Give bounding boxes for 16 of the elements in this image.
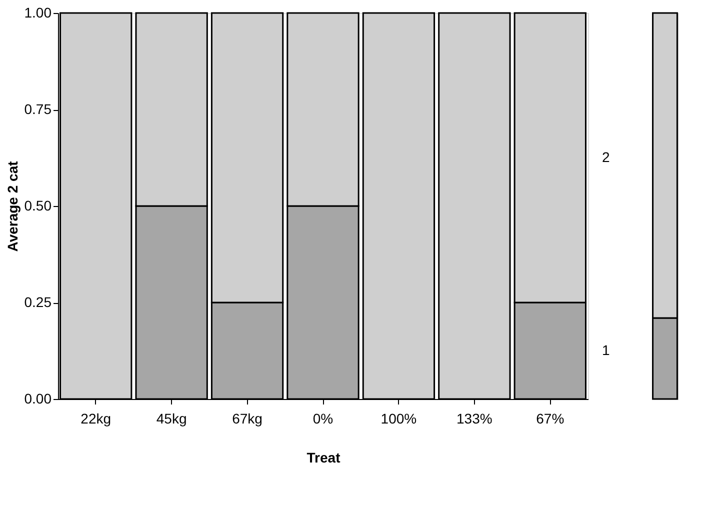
x-tick-label: 45kg (156, 410, 187, 426)
series-label: 2 (602, 148, 610, 165)
y-tick-label: 1.00 (24, 4, 52, 20)
x-tick-label: 0% (312, 410, 334, 426)
series-label: 1 (602, 342, 610, 358)
y-tick-label: 0.00 (24, 390, 52, 406)
x-tick-label: 67kg (232, 410, 262, 426)
y-tick-label: 0.25 (24, 294, 52, 310)
x-tick-label: 100% (380, 410, 417, 426)
x-tick-label: 67% (536, 410, 564, 426)
y-tick-label: 0.75 (24, 101, 52, 117)
x-axis-title: Treat (306, 450, 341, 466)
y-axis-title: Average 2 cat (4, 160, 20, 252)
x-tick-label: 22kg (80, 410, 112, 426)
x-tick-label: 133% (456, 410, 492, 426)
y-tick-label: 0.50 (24, 198, 52, 214)
